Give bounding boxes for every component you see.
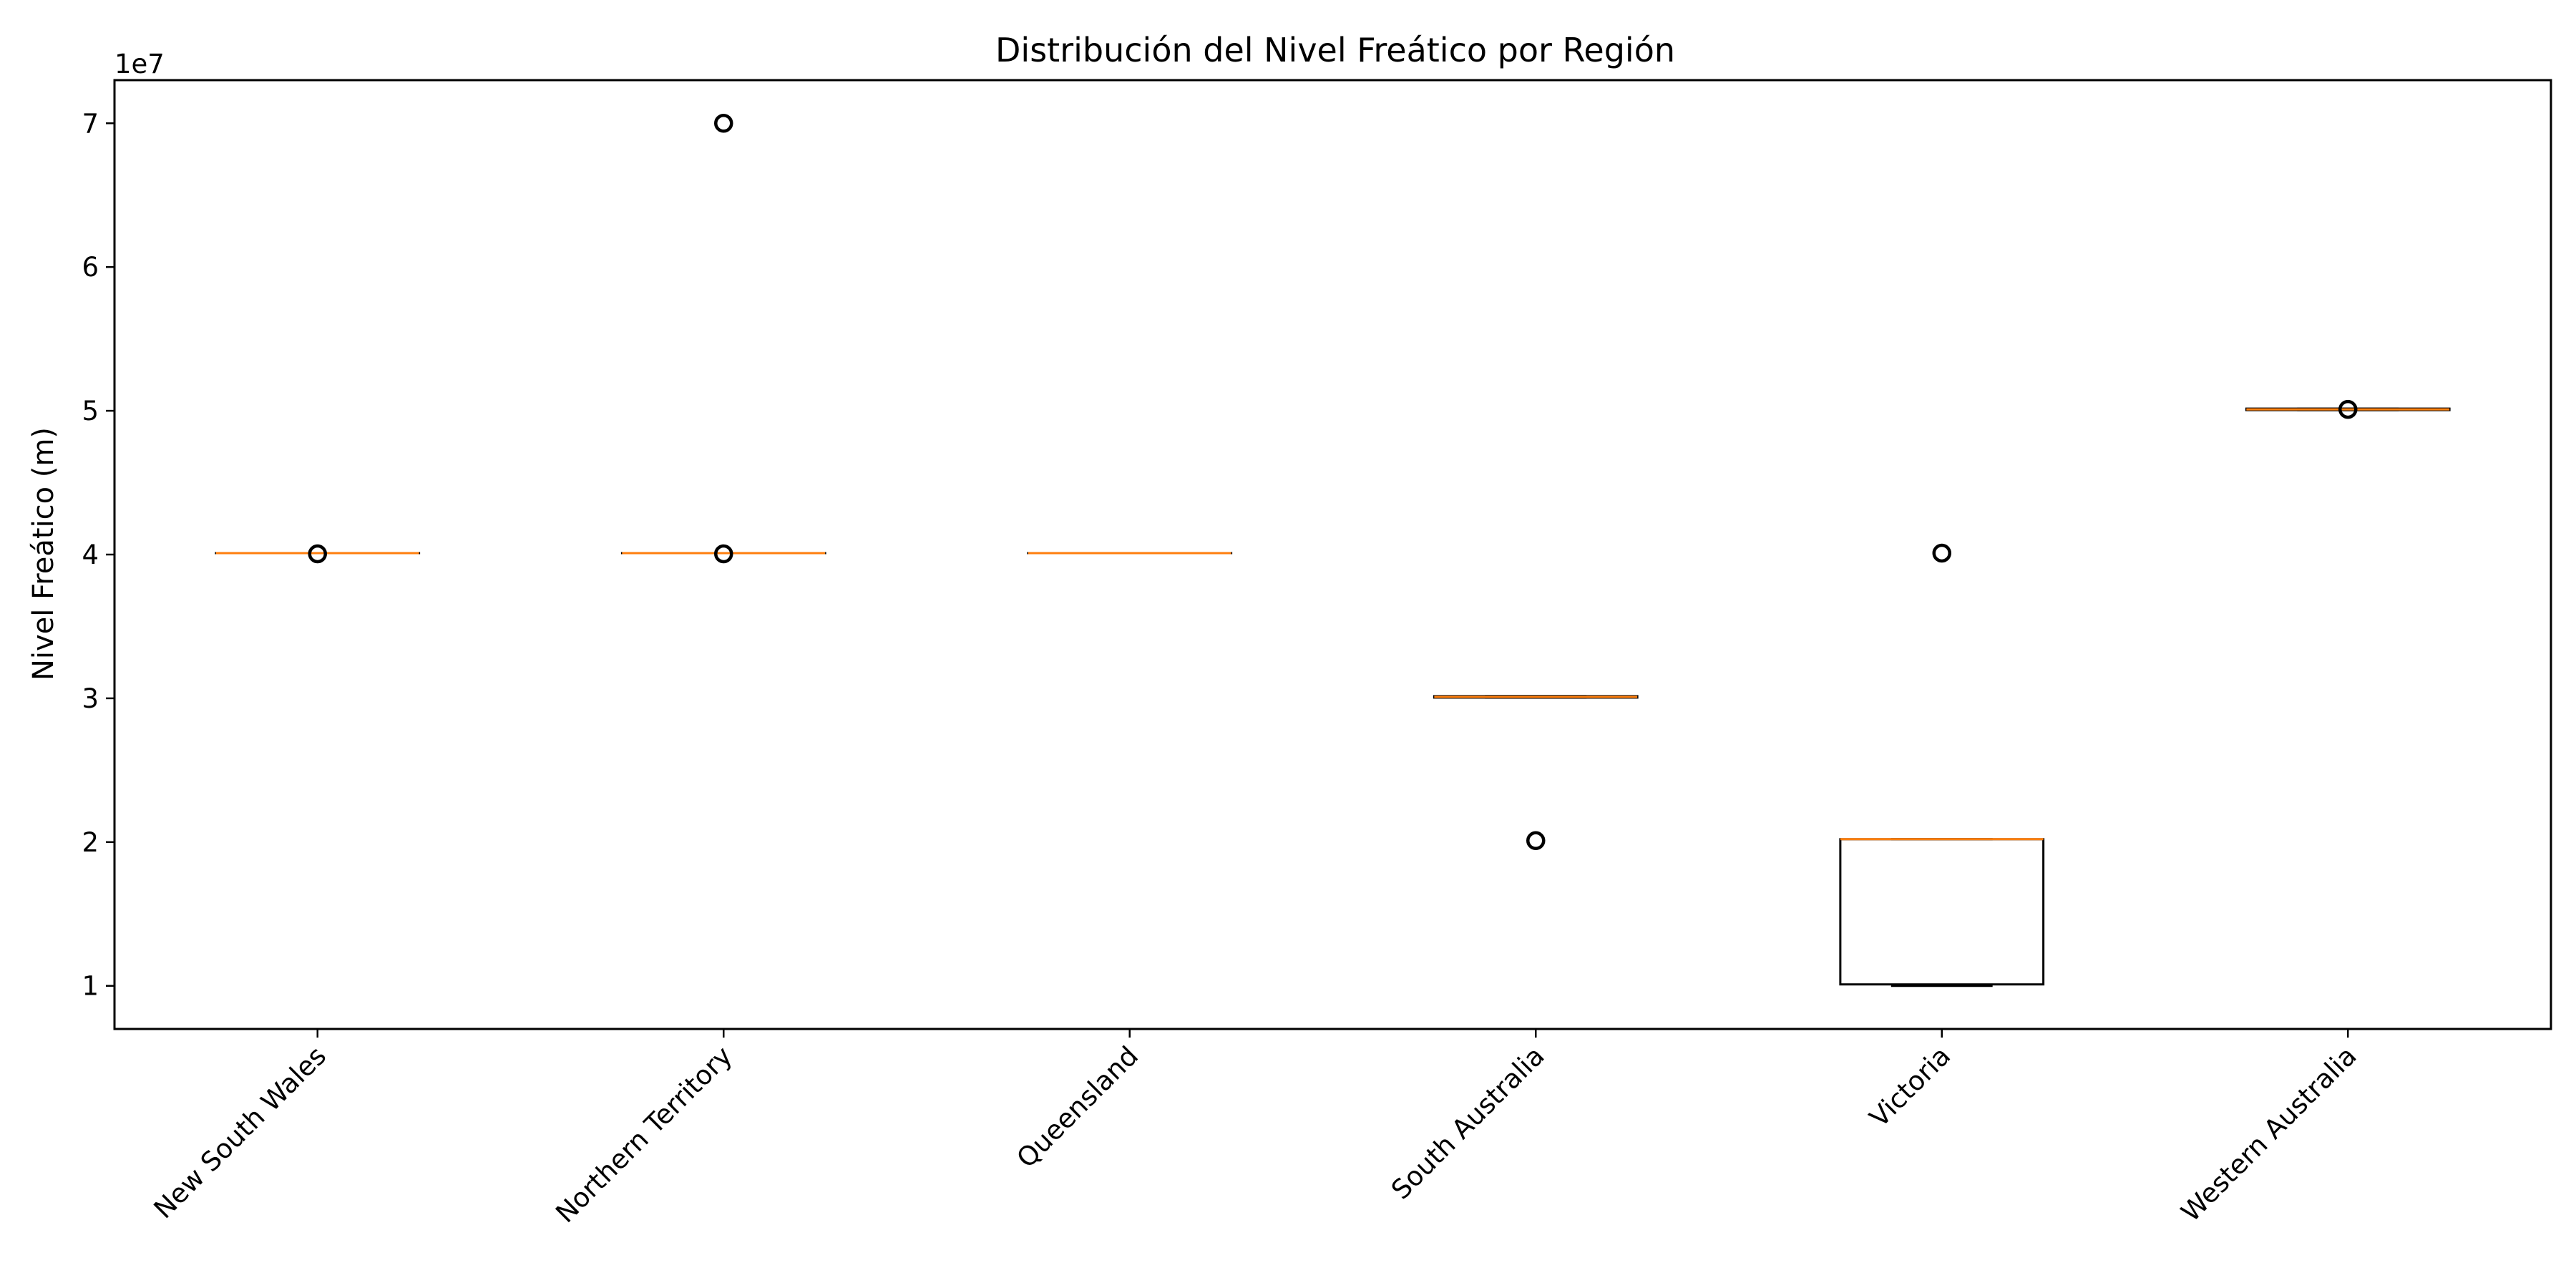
y-tick-label: 2 bbox=[82, 827, 99, 858]
y-axis-offset-label: 1e7 bbox=[114, 49, 165, 79]
axes-frame bbox=[113, 79, 2552, 1030]
y-tick-label: 3 bbox=[82, 683, 99, 714]
outlier-point bbox=[1932, 543, 1951, 563]
y-tick-label: 7 bbox=[82, 108, 99, 139]
y-axis-label: Nivel Freático (m) bbox=[27, 427, 60, 680]
y-tick-label: 6 bbox=[82, 252, 99, 283]
outlier-point bbox=[714, 114, 733, 133]
chart-title: Distribución del Nivel Freático por Regi… bbox=[995, 31, 1675, 69]
box-group bbox=[215, 544, 421, 564]
y-tick-label: 5 bbox=[82, 396, 99, 426]
outlier-point bbox=[1526, 831, 1546, 851]
outlier-point bbox=[714, 544, 733, 564]
outlier-point bbox=[2338, 399, 2358, 419]
box-group bbox=[2245, 399, 2451, 419]
outlier-point bbox=[308, 544, 327, 564]
y-tick-label: 4 bbox=[82, 540, 99, 570]
y-tick-label: 1 bbox=[82, 971, 99, 1002]
box-group bbox=[1839, 543, 2045, 987]
box-group bbox=[620, 114, 826, 564]
box-group bbox=[1433, 695, 1639, 851]
